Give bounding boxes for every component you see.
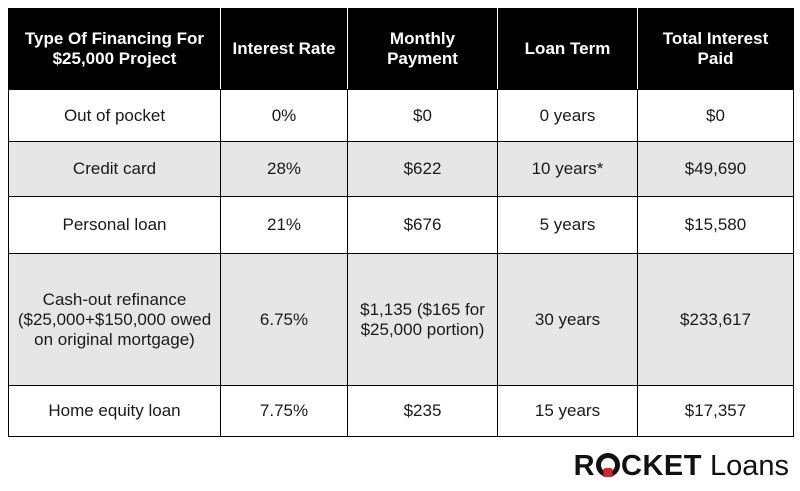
table-row: Credit card 28% $622 10 years* $49,690 xyxy=(8,141,794,197)
table-row: Home equity loan 7.75% $235 15 years $17… xyxy=(8,385,794,437)
cell-loan-term: 15 years xyxy=(497,385,638,437)
cell-loan-term: 5 years xyxy=(497,196,638,254)
logo-brand: R CKET xyxy=(574,450,702,483)
rocket-o-icon xyxy=(596,452,621,477)
cell-loan-term: 0 years xyxy=(497,89,638,142)
cell-total-interest: $0 xyxy=(637,89,794,142)
cell-financing-type: Out of pocket xyxy=(8,89,221,142)
cell-loan-term: 30 years xyxy=(497,253,638,386)
cell-monthly-payment: $0 xyxy=(347,89,498,142)
header-financing-type: Type Of Financing For $25,000 Project xyxy=(8,8,221,90)
cell-monthly-payment: $1,135 ($165 for $25,000 portion) xyxy=(347,253,498,386)
cell-monthly-payment: $622 xyxy=(347,141,498,197)
header-interest-rate: Interest Rate xyxy=(220,8,348,90)
logo-brand-end: CKET xyxy=(621,449,702,482)
cell-financing-type: Credit card xyxy=(8,141,221,197)
cell-total-interest: $49,690 xyxy=(637,141,794,197)
header-monthly-payment: Monthly Payment xyxy=(347,8,498,90)
cell-interest-rate: 6.75% xyxy=(220,253,348,386)
cell-financing-type: Personal loan xyxy=(8,196,221,254)
cell-interest-rate: 21% xyxy=(220,196,348,254)
financing-comparison-table: Type Of Financing For $25,000 Project In… xyxy=(8,8,794,437)
table-row: Personal loan 21% $676 5 years $15,580 xyxy=(8,196,794,254)
rocket-loans-logo: R CKET Loans xyxy=(574,449,789,483)
cell-financing-type: Home equity loan xyxy=(8,385,221,437)
table-row: Cash-out refinance ($25,000+$150,000 owe… xyxy=(8,253,794,386)
table-row: Out of pocket 0% $0 0 years $0 xyxy=(8,89,794,142)
cell-total-interest: $15,580 xyxy=(637,196,794,254)
cell-total-interest: $233,617 xyxy=(637,253,794,386)
logo-product: Loans xyxy=(709,449,789,482)
header-loan-term: Loan Term xyxy=(497,8,638,90)
cell-interest-rate: 0% xyxy=(220,89,348,142)
table-header-row: Type Of Financing For $25,000 Project In… xyxy=(8,8,794,90)
cell-financing-type: Cash-out refinance ($25,000+$150,000 owe… xyxy=(8,253,221,386)
cell-total-interest: $17,357 xyxy=(637,385,794,437)
cell-loan-term: 10 years* xyxy=(497,141,638,197)
logo-brand-start: R xyxy=(573,449,596,482)
cell-interest-rate: 28% xyxy=(220,141,348,197)
header-total-interest-paid: Total Interest Paid xyxy=(637,8,794,90)
cell-monthly-payment: $235 xyxy=(347,385,498,437)
cell-monthly-payment: $676 xyxy=(347,196,498,254)
cell-interest-rate: 7.75% xyxy=(220,385,348,437)
